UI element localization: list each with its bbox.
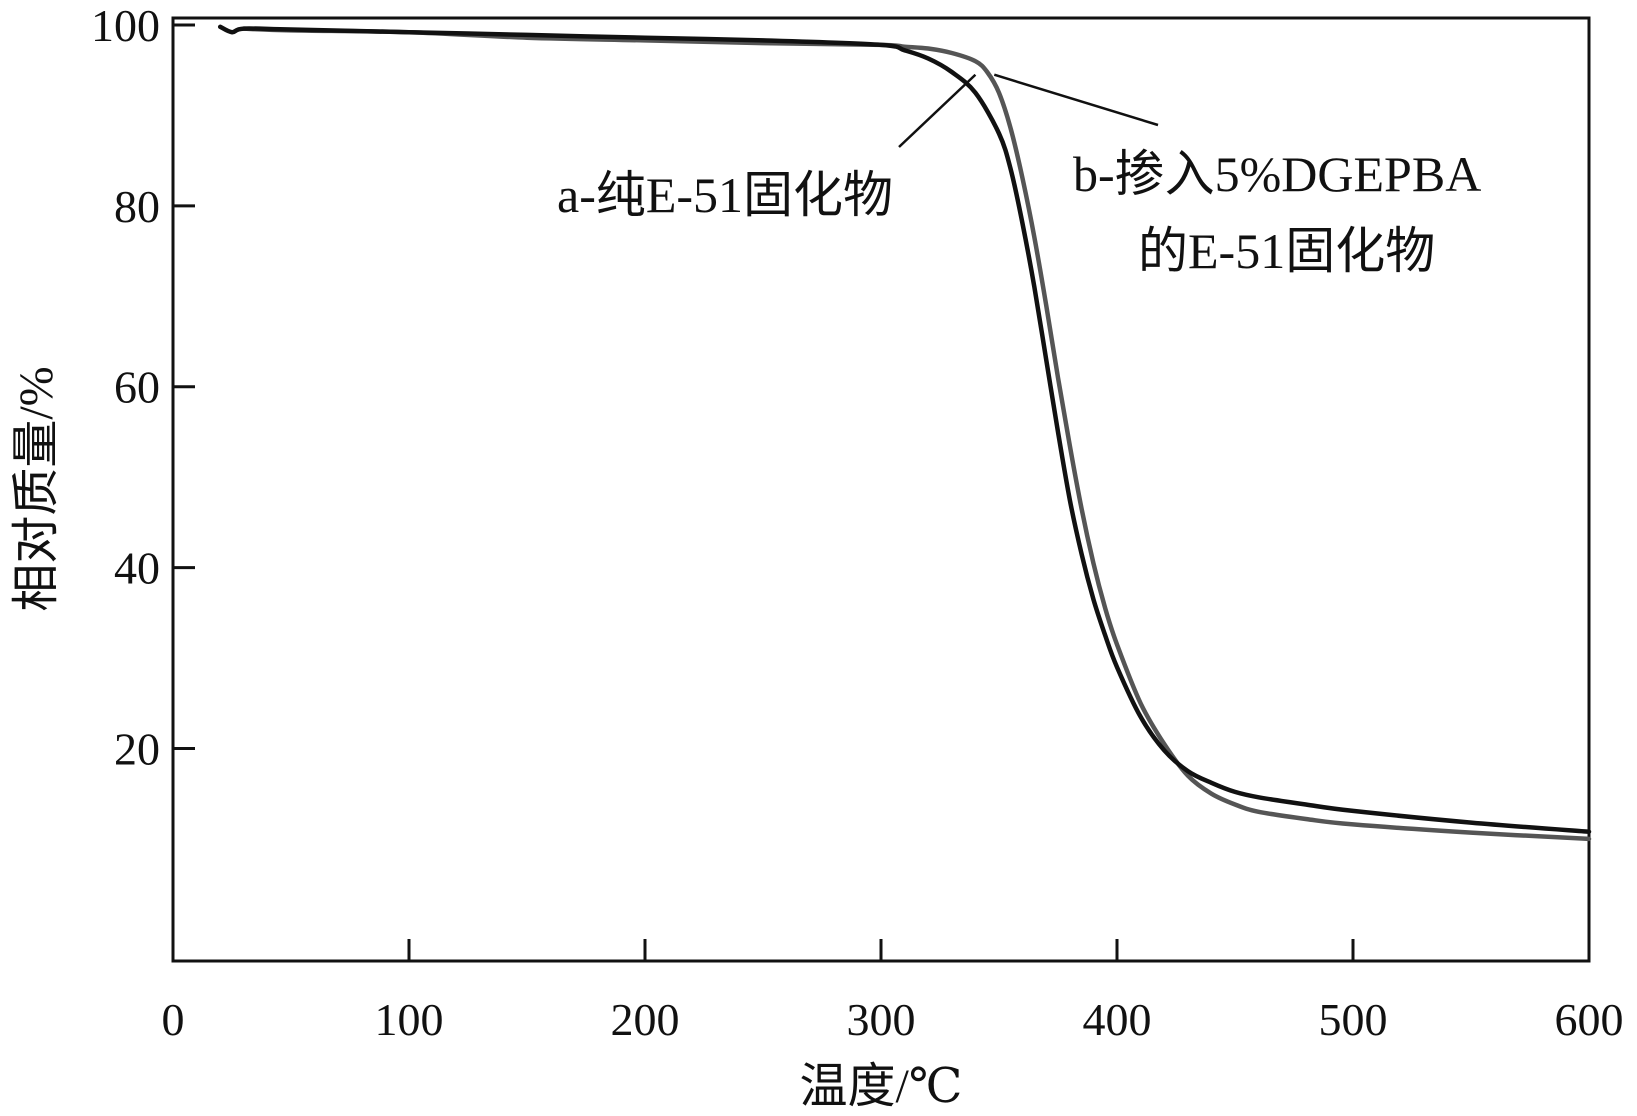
y-axis-title: 相对质量/%	[10, 366, 63, 611]
annotation-layer: a-纯E-51固化物 b-掺入5%DGEPBA 的E-51固化物	[557, 73, 1481, 279]
x-axis-ticks: 0 100 200 300 400 500 600	[162, 939, 1624, 1045]
annotation-a-label: a-纯E-51固化物	[557, 167, 893, 223]
y-tick-label: 60	[114, 362, 160, 413]
x-tick-label: 500	[1319, 994, 1388, 1045]
annotation-a-leader	[898, 73, 977, 148]
y-tick-label: 100	[91, 0, 160, 51]
x-tick-label: 600	[1555, 994, 1624, 1045]
annotation-b-leader	[993, 73, 1159, 127]
series-line-a	[217, 24, 1592, 834]
series-layer	[217, 24, 1592, 842]
y-axis-ticks: 20 40 60 80 100	[91, 0, 195, 774]
y-tick-label: 20	[114, 723, 160, 774]
x-axis-title: 温度/℃	[799, 1060, 962, 1113]
x-tick-label: 200	[611, 994, 680, 1045]
annotation-b-label-line1: b-掺入5%DGEPBA	[1073, 146, 1481, 202]
x-tick-label: 100	[375, 994, 444, 1045]
annotation-b-label-line2: 的E-51固化物	[1138, 223, 1435, 279]
x-tick-label: 0	[162, 994, 185, 1045]
x-tick-label: 400	[1083, 994, 1152, 1045]
series-line-b	[241, 26, 1592, 842]
x-tick-label: 300	[847, 994, 916, 1045]
y-tick-label: 80	[114, 181, 160, 232]
y-tick-label: 40	[114, 543, 160, 594]
